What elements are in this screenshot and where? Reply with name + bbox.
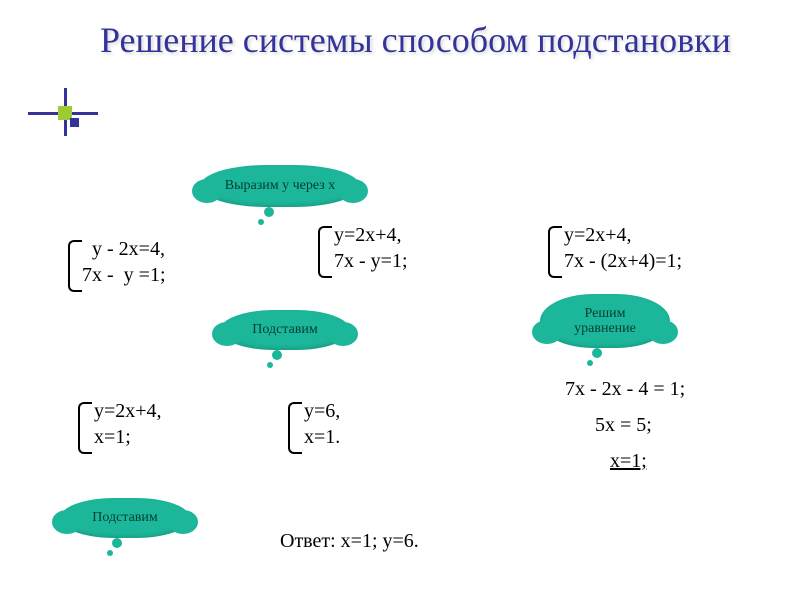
cloud-solve-text: Решим уравнение [574,306,636,337]
brace-s4 [78,402,92,454]
cloud-substitute-2: Подставим [60,498,190,538]
cloud-substitute-1: Подставим [220,310,350,350]
s2-line1: у=2х+4, [334,224,402,247]
s4-line1: у=2х+4, [94,400,162,423]
calc-step1: 7х - 2х - 4 = 1; [565,378,685,401]
s3-line2: 7х - (2х+4)=1; [564,250,682,273]
s2-line2: 7х - у=1; [334,250,408,273]
answer-text: Ответ: х=1; у=6. [280,530,419,553]
s1-line1: у - 2х=4, [82,238,165,261]
calc-step2: 5х = 5; [595,414,652,437]
s4-line2: х=1; [94,426,131,449]
cloud-express: Выразим у через х [200,165,360,207]
cloud-solve: Решим уравнение [540,294,670,348]
s3-line1: у=2х+4, [564,224,632,247]
brace-s2 [318,226,332,278]
cloud-substitute-2-text: Подставим [92,510,158,526]
calc-step3: х=1; [610,450,647,473]
s5-line2: х=1. [304,426,340,449]
cloud-substitute-1-text: Подставим [252,322,318,338]
slide-title-area: Решение системы способом подстановки [100,20,750,61]
s1-line2: 7х - у =1; [82,264,166,287]
cloud-express-text: Выразим у через х [225,178,336,194]
brace-s1 [68,240,82,292]
brace-s3 [548,226,562,278]
slide-title: Решение системы способом подстановки [100,20,750,61]
s5-line1: у=6, [304,400,340,423]
brace-s5 [288,402,302,454]
